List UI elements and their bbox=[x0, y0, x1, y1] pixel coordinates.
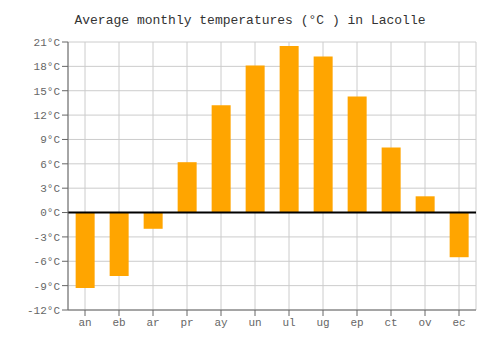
svg-text:0°C: 0°C bbox=[40, 207, 60, 219]
svg-text:an: an bbox=[78, 317, 91, 329]
svg-text:-3°C: -3°C bbox=[34, 232, 61, 244]
svg-text:-12°C: -12°C bbox=[27, 305, 60, 317]
svg-text:ug: ug bbox=[316, 317, 329, 329]
svg-text:ul: ul bbox=[282, 317, 295, 329]
svg-text:pr: pr bbox=[180, 317, 193, 329]
svg-text:21°C: 21°C bbox=[34, 37, 61, 49]
svg-text:ar: ar bbox=[146, 317, 159, 329]
svg-text:3°C: 3°C bbox=[40, 183, 60, 195]
svg-text:ec: ec bbox=[452, 317, 465, 329]
svg-text:eb: eb bbox=[112, 317, 125, 329]
svg-text:ov: ov bbox=[418, 317, 432, 329]
svg-text:12°C: 12°C bbox=[34, 110, 61, 122]
svg-text:-6°C: -6°C bbox=[34, 256, 61, 268]
svg-text:ay: ay bbox=[214, 317, 228, 329]
svg-text:-9°C: -9°C bbox=[34, 281, 61, 293]
svg-text:18°C: 18°C bbox=[34, 61, 61, 73]
svg-text:15°C: 15°C bbox=[34, 86, 61, 98]
html-text:Average monthly temperatures (: Average monthly temperatures (°C ) in La… bbox=[74, 13, 426, 28]
svg-text:ep: ep bbox=[350, 317, 363, 329]
svg-text:6°C: 6°C bbox=[40, 159, 60, 171]
svg-text:ct: ct bbox=[384, 317, 397, 329]
svg-text:un: un bbox=[248, 317, 261, 329]
svg-text:9°C: 9°C bbox=[40, 134, 60, 146]
